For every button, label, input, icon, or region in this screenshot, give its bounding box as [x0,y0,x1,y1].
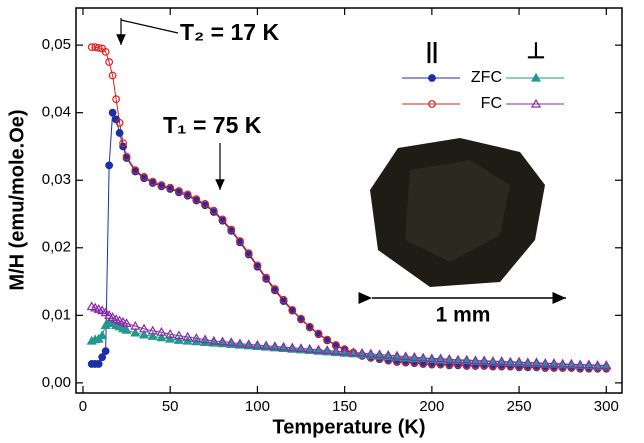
data-point [102,348,109,355]
y-tick-label: 0,04 [42,104,71,121]
x-axis-label: Temperature (K) [273,416,426,438]
x-tick-label: 50 [162,398,179,415]
annotation: T₂ = 17 K [180,19,279,45]
y-tick-label: 0,05 [42,36,71,53]
legend-header: || [426,38,438,63]
data-point [99,354,106,361]
y-axis-label: M/H (emu/mole.Oe) [6,109,28,290]
legend-label: FC [481,95,502,112]
data-point [106,162,113,169]
y-tick-label: 0,01 [42,306,71,323]
data-point [116,130,123,137]
y-tick-label: 0,00 [42,374,71,391]
series-line [92,322,607,366]
legend-header: ⊥ [526,38,545,63]
x-tick-label: 300 [594,398,619,415]
data-point [95,361,102,368]
scale-label: 1 mm [436,304,491,327]
x-tick-label: 0 [79,398,87,415]
x-tick-label: 100 [245,398,270,415]
legend-label: ZFC [471,69,502,86]
y-tick-label: 0,03 [42,171,71,188]
chart: 1 mm T₂ = 17 K T₁ = 75 K Temperature (K)… [0,0,644,443]
x-tick-label: 150 [332,398,357,415]
annotation: T₁ = 75 K [163,112,262,138]
y-tick-label: 0,02 [42,239,71,256]
x-tick-label: 200 [419,398,444,415]
annotation-line [121,20,178,33]
legend-marker [429,75,436,82]
data-point [109,109,116,116]
x-tick-label: 250 [507,398,532,415]
